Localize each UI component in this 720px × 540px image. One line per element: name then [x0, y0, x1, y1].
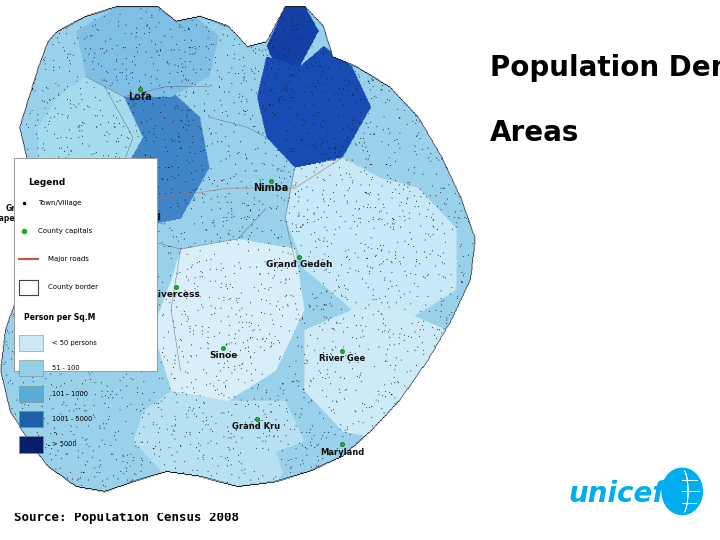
Bar: [19, 335, 42, 351]
Text: Legend: Legend: [29, 178, 66, 187]
Text: Gbarpolu: Gbarpolu: [79, 168, 125, 178]
Bar: [19, 411, 42, 427]
Text: Major roads: Major roads: [48, 256, 89, 262]
Text: County border: County border: [48, 284, 97, 290]
Bar: [19, 386, 42, 402]
Text: 101 - 1000: 101 - 1000: [53, 391, 89, 397]
Text: Grand
Bassa: Grand Bassa: [90, 267, 119, 287]
Text: Person per Sq.M: Person per Sq.M: [24, 313, 95, 322]
Bar: [19, 436, 42, 453]
Text: 1001 - 5000: 1001 - 5000: [53, 416, 93, 422]
Text: Population Density by Clan: Population Density by Clan: [490, 54, 720, 82]
Text: Lofa: Lofa: [128, 92, 152, 102]
Text: Bomi: Bomi: [33, 232, 57, 241]
Text: < 50 persons: < 50 persons: [53, 340, 97, 346]
Text: Town/Village: Town/Village: [38, 200, 81, 206]
Text: Grand Kru: Grand Kru: [233, 422, 281, 431]
Text: River Gee: River Gee: [319, 354, 365, 363]
Bar: [19, 280, 38, 295]
Text: Source: Population Census 2008: Source: Population Census 2008: [14, 511, 239, 524]
FancyBboxPatch shape: [14, 158, 157, 371]
Bar: [19, 360, 42, 376]
Text: Rivercess: Rivercess: [151, 290, 200, 299]
Text: Bong: Bong: [133, 211, 161, 221]
Text: unicef: unicef: [569, 480, 665, 508]
Text: Sinoe: Sinoe: [209, 351, 238, 360]
Text: 51 - 100: 51 - 100: [53, 366, 80, 372]
Text: County capitals: County capitals: [38, 228, 92, 234]
Circle shape: [662, 469, 702, 514]
Text: Grand
Cape Mount: Grand Cape Mount: [0, 204, 45, 223]
Text: Maryland: Maryland: [320, 448, 364, 457]
Text: > 5000: > 5000: [53, 442, 77, 448]
Text: Areas: Areas: [490, 119, 579, 147]
Text: Grand Gedeh: Grand Gedeh: [266, 260, 333, 269]
Text: Nimba: Nimba: [253, 183, 289, 193]
